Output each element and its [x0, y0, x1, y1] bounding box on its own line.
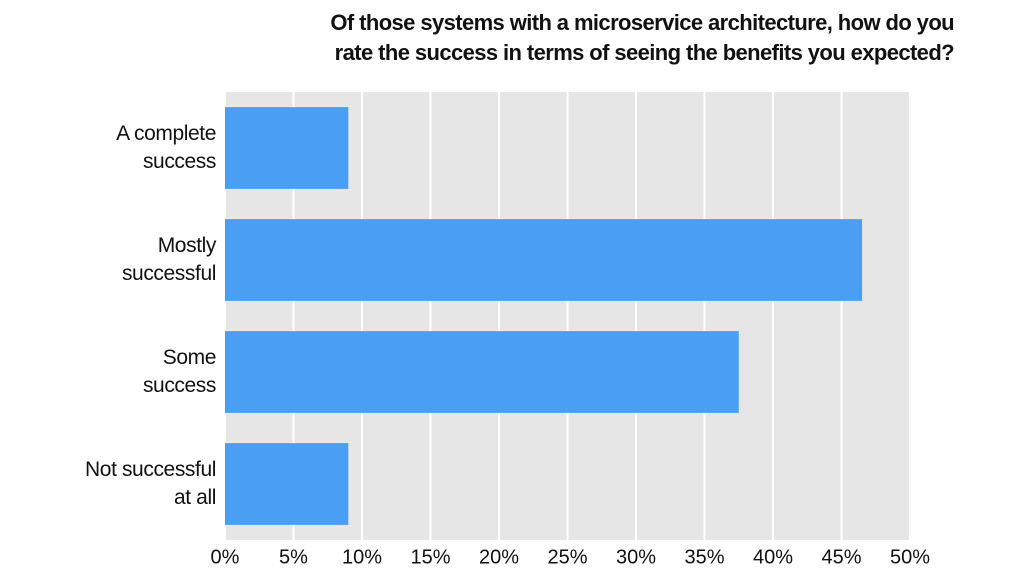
x-tick-label: 15% — [410, 546, 450, 568]
x-tick-label: 20% — [479, 546, 519, 568]
y-tick-label: Some success — [142, 346, 216, 397]
x-tick-label: 50% — [890, 546, 930, 568]
y-tick-label: A complete success — [116, 122, 216, 173]
chart-title: Of those systems with a microservice arc… — [330, 10, 954, 65]
x-tick-label: 25% — [547, 546, 587, 568]
x-tick-label: 30% — [616, 546, 656, 568]
x-tick-label: 5% — [279, 546, 308, 568]
bar — [225, 107, 349, 189]
bar — [225, 443, 349, 525]
bar — [225, 219, 863, 301]
x-tick-label: 10% — [342, 546, 382, 568]
x-tick-label: 0% — [211, 546, 240, 568]
x-tick-label: 45% — [821, 546, 861, 568]
y-tick-label: Not successful at all — [85, 458, 216, 509]
x-tick-label: 40% — [753, 546, 793, 568]
x-tick-label: 35% — [684, 546, 724, 568]
bar — [225, 331, 739, 413]
y-tick-label: Mostly successful — [121, 234, 216, 285]
